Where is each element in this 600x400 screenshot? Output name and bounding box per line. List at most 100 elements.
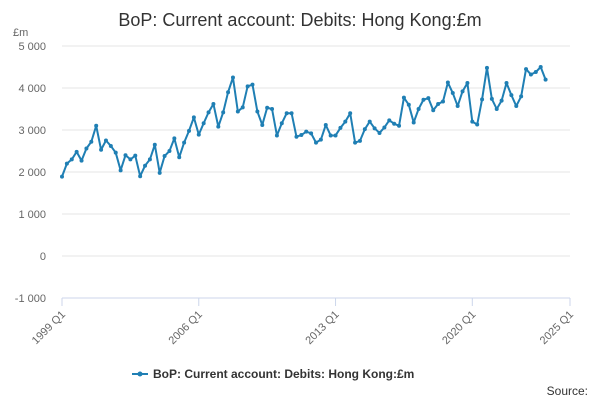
data-point[interactable] [323, 122, 328, 127]
data-point[interactable] [416, 107, 421, 111]
data-point[interactable] [392, 121, 397, 126]
data-point[interactable] [304, 129, 309, 134]
data-point[interactable] [499, 98, 504, 103]
data-point[interactable] [367, 119, 372, 124]
data-point[interactable] [484, 65, 489, 70]
data-point[interactable] [353, 140, 358, 145]
data-point[interactable] [318, 137, 323, 142]
data-point[interactable] [431, 108, 436, 113]
data-point[interactable] [196, 132, 201, 137]
data-point[interactable] [328, 133, 333, 138]
data-point[interactable] [377, 130, 382, 135]
data-point[interactable] [162, 154, 167, 159]
data-point[interactable] [504, 80, 509, 85]
data-point[interactable] [270, 107, 275, 111]
data-point[interactable] [147, 157, 152, 162]
data-point[interactable] [494, 107, 499, 111]
data-point[interactable] [528, 72, 533, 77]
data-point[interactable] [436, 101, 441, 106]
data-point[interactable] [489, 96, 494, 101]
data-point[interactable] [89, 139, 94, 144]
data-point[interactable] [519, 94, 524, 99]
data-point[interactable] [465, 80, 470, 85]
data-point[interactable] [69, 157, 74, 162]
data-point[interactable] [157, 170, 162, 175]
data-point[interactable] [152, 142, 157, 147]
data-point[interactable] [514, 104, 519, 109]
data-point[interactable] [118, 168, 123, 173]
data-point[interactable] [348, 111, 353, 116]
data-point[interactable] [245, 84, 250, 89]
data-point[interactable] [411, 120, 416, 125]
data-point[interactable] [133, 153, 138, 158]
data-point[interactable] [177, 155, 182, 160]
data-point[interactable] [538, 65, 543, 69]
data-point[interactable] [143, 163, 148, 168]
data-point[interactable] [182, 140, 187, 145]
data-point[interactable] [279, 121, 284, 126]
data-point[interactable] [314, 140, 318, 145]
data-point[interactable] [255, 109, 260, 114]
data-point[interactable] [333, 133, 338, 138]
data-point[interactable] [191, 115, 196, 120]
data-point[interactable] [426, 96, 431, 101]
data-point[interactable] [397, 123, 402, 128]
data-point[interactable] [64, 161, 69, 166]
data-point[interactable] [103, 138, 108, 143]
data-point[interactable] [216, 124, 221, 129]
data-point[interactable] [250, 82, 255, 87]
data-point[interactable] [387, 118, 392, 123]
data-point[interactable] [79, 158, 84, 163]
data-point[interactable] [230, 75, 235, 80]
data-point[interactable] [74, 149, 79, 154]
data-point[interactable] [445, 80, 450, 85]
data-point[interactable] [382, 125, 387, 130]
data-point[interactable] [470, 119, 475, 124]
data-point[interactable] [113, 150, 118, 155]
data-point[interactable] [455, 104, 460, 109]
data-point[interactable] [187, 128, 191, 133]
data-point[interactable] [289, 111, 294, 116]
data-point[interactable] [294, 134, 299, 139]
data-point[interactable] [206, 110, 211, 115]
data-point[interactable] [524, 67, 529, 72]
data-point[interactable] [226, 90, 231, 95]
data-point[interactable] [284, 111, 289, 116]
data-point[interactable] [441, 99, 445, 104]
data-point[interactable] [401, 95, 406, 100]
data-point[interactable] [167, 149, 172, 153]
data-point[interactable] [221, 110, 226, 115]
data-point[interactable] [299, 133, 304, 138]
data-point[interactable] [406, 102, 411, 107]
data-point[interactable] [211, 101, 216, 106]
data-point[interactable] [123, 153, 128, 158]
data-point[interactable] [480, 97, 485, 102]
data-point[interactable] [543, 77, 548, 82]
data-point[interactable] [450, 91, 455, 96]
data-point[interactable] [201, 121, 206, 126]
data-point[interactable] [94, 123, 99, 128]
data-point[interactable] [309, 131, 314, 136]
data-point[interactable] [84, 146, 89, 151]
legend[interactable]: BoP: Current account: Debits: Hong Kong:… [132, 367, 414, 381]
data-point[interactable] [240, 105, 245, 110]
data-point[interactable] [509, 93, 514, 98]
data-point[interactable] [362, 127, 367, 132]
data-point[interactable] [99, 147, 104, 152]
data-point[interactable] [108, 143, 113, 148]
data-point[interactable] [338, 125, 343, 130]
data-point[interactable] [421, 97, 426, 102]
data-point[interactable] [343, 119, 348, 124]
data-point[interactable] [533, 70, 538, 75]
data-point[interactable] [460, 89, 465, 94]
data-point[interactable] [128, 157, 133, 162]
data-point[interactable] [372, 126, 377, 131]
data-point[interactable] [357, 138, 362, 143]
data-point[interactable] [475, 122, 480, 127]
data-point[interactable] [235, 109, 240, 114]
data-point[interactable] [172, 136, 177, 141]
data-point[interactable] [274, 133, 279, 138]
data-point[interactable] [60, 174, 64, 179]
data-point[interactable] [265, 105, 270, 110]
data-point[interactable] [260, 122, 265, 127]
